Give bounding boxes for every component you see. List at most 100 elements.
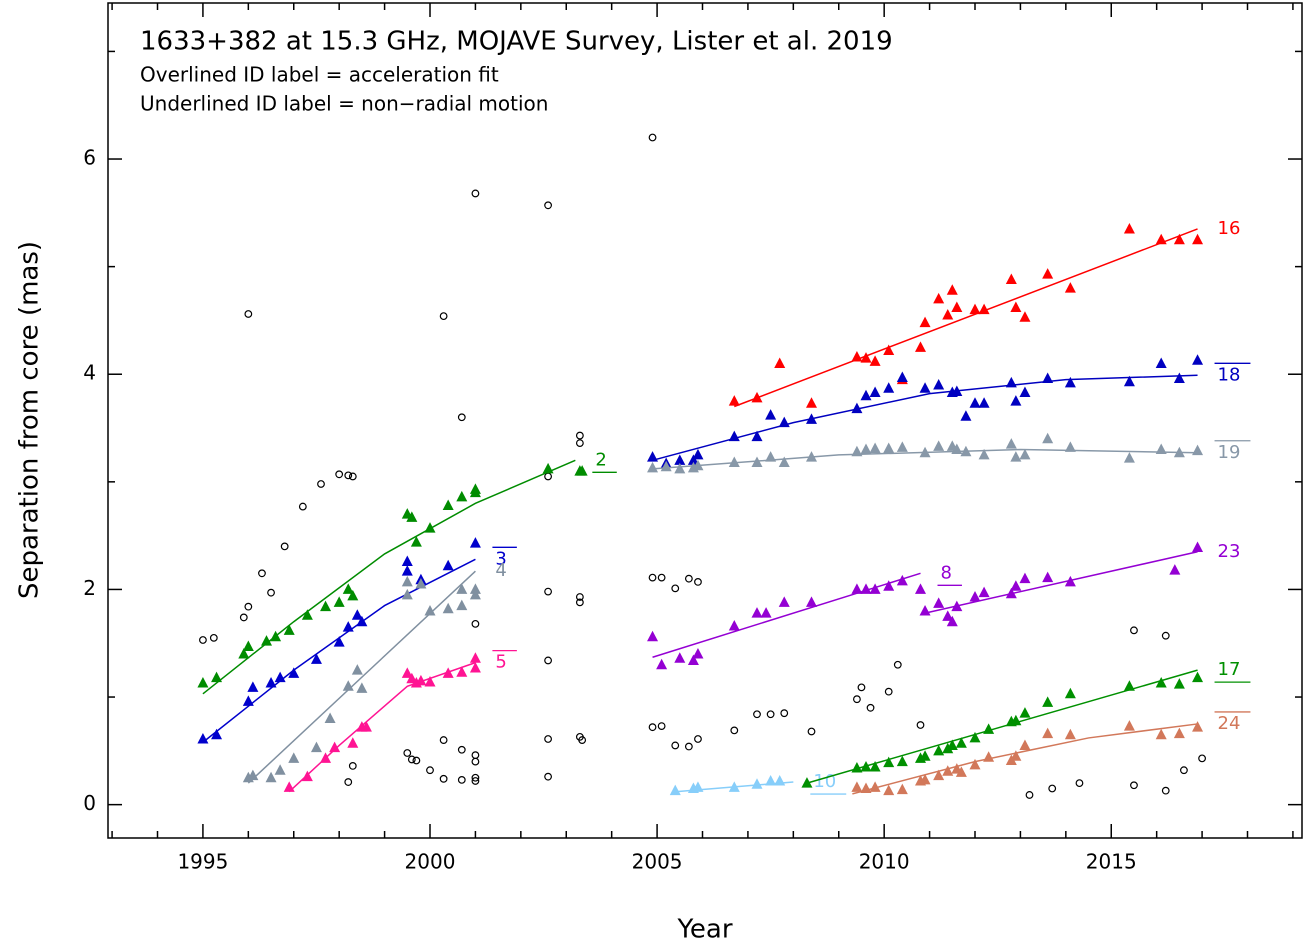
component-point	[333, 596, 345, 607]
component-point	[1192, 721, 1204, 732]
component-point	[896, 441, 908, 452]
component-point	[933, 769, 945, 781]
unassigned-point	[403, 749, 412, 757]
unassigned-point	[544, 772, 552, 781]
unassigned-point	[730, 726, 739, 735]
unassigned-point	[1075, 779, 1084, 788]
component-point	[247, 769, 259, 781]
component-point	[1019, 311, 1031, 322]
x-tick-label: 2015	[1086, 850, 1137, 874]
component-point	[860, 389, 872, 401]
component-point	[883, 580, 895, 591]
component-point	[896, 371, 908, 382]
fit-line	[734, 228, 1198, 408]
unassigned-point	[439, 736, 448, 744]
component-point	[265, 677, 277, 688]
component-point	[656, 658, 668, 670]
unassigned-point	[657, 573, 666, 582]
component-point	[1173, 233, 1185, 245]
component-point	[329, 741, 341, 753]
component-point	[288, 752, 300, 763]
fit-line	[247, 570, 476, 784]
unassigned-point	[471, 619, 480, 628]
fit-line	[288, 661, 476, 793]
component-point	[1192, 354, 1204, 365]
component-point	[1005, 438, 1017, 449]
component-point	[424, 675, 436, 687]
component-point	[647, 451, 659, 462]
component-label: 17	[1218, 659, 1241, 680]
component-point	[1155, 357, 1167, 368]
component-point	[801, 777, 813, 788]
component-label: 16	[1218, 218, 1241, 239]
component-point	[883, 344, 895, 356]
component-point	[869, 442, 881, 453]
component-point	[1169, 564, 1181, 575]
unassigned-point	[575, 439, 584, 447]
component-point	[1064, 687, 1076, 699]
component-point	[933, 440, 945, 451]
unassigned-point	[471, 773, 480, 782]
component-point	[860, 782, 872, 794]
component-point	[869, 583, 881, 594]
unassigned-point	[471, 751, 480, 760]
component-point	[351, 609, 363, 620]
component-point	[469, 588, 481, 600]
component-point	[669, 784, 681, 796]
component-point	[851, 762, 863, 773]
component-point	[692, 647, 704, 659]
component-point	[915, 583, 927, 594]
component-point	[1019, 707, 1031, 718]
component-point	[310, 741, 322, 753]
component-point	[969, 590, 981, 602]
component-point	[919, 604, 931, 616]
unassigned-point	[1180, 766, 1188, 775]
component-point	[806, 397, 818, 408]
component-point	[469, 583, 481, 594]
component-point	[1010, 395, 1022, 406]
component-point	[778, 596, 790, 607]
component-point	[238, 647, 250, 659]
component-point	[951, 385, 963, 396]
component-point	[1042, 268, 1054, 279]
component-point	[415, 674, 427, 686]
component-point	[1019, 739, 1031, 750]
component-point	[674, 652, 686, 663]
component-label: 10	[813, 771, 836, 792]
y-tick-label: 4	[83, 361, 96, 385]
component-point	[883, 784, 895, 796]
component-point	[261, 635, 273, 646]
component-point	[1123, 222, 1135, 234]
component-point	[946, 284, 958, 295]
component-point	[197, 677, 209, 688]
component-point	[969, 758, 981, 770]
unassigned-point	[575, 593, 584, 601]
component-point	[955, 766, 967, 777]
component-point	[1042, 372, 1054, 384]
component-point	[1173, 446, 1185, 458]
component-point	[728, 456, 740, 467]
component-point	[1155, 728, 1167, 740]
component-label: 8	[941, 562, 952, 583]
x-tick-label: 2010	[859, 850, 910, 874]
component-point	[1010, 301, 1022, 313]
unassigned-point	[671, 584, 680, 593]
component-point	[406, 511, 418, 522]
component-label: 3	[495, 548, 506, 569]
unassigned-point	[578, 736, 587, 744]
unassigned-point	[412, 756, 421, 765]
component-point	[1173, 678, 1185, 689]
component-point	[242, 640, 254, 651]
unassigned-point	[239, 613, 248, 622]
component-point	[1064, 441, 1076, 452]
unassigned-point	[544, 656, 552, 665]
component-point	[869, 760, 881, 772]
y-tick-label: 0	[83, 791, 96, 815]
component-point	[347, 737, 359, 748]
component-point	[442, 499, 454, 511]
component-point	[401, 667, 413, 678]
component-point	[883, 382, 895, 393]
component-point	[270, 630, 282, 642]
unassigned-point	[426, 766, 434, 775]
unassigned-point	[348, 472, 357, 481]
